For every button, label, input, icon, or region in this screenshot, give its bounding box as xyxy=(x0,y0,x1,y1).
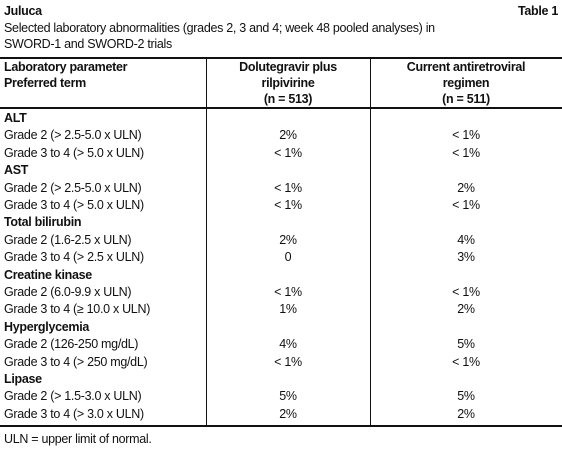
cell: 0 xyxy=(284,250,292,265)
cell: < 1% xyxy=(274,354,302,369)
cell: 2% xyxy=(457,302,475,317)
row-label: Grade 2 (> 2.5-5.0 x ULN) xyxy=(4,180,142,195)
cell: < 1% xyxy=(452,128,480,143)
column-header: regimen xyxy=(442,76,490,90)
row-label: Grade 2 (1.6-2.5 x ULN) xyxy=(4,232,132,247)
cell: 5% xyxy=(279,389,297,404)
section-name: Hyperglycemia xyxy=(4,319,90,334)
cell: < 1% xyxy=(274,198,302,212)
caption: SWORD-1 and SWORD-2 trials xyxy=(4,37,172,51)
cell: 2% xyxy=(457,180,475,195)
column-header: Dolutegravir plus xyxy=(239,60,337,74)
rule xyxy=(0,107,562,109)
cell: 4% xyxy=(279,337,297,352)
doc-title: Juluca xyxy=(4,4,42,18)
cell: 2% xyxy=(279,232,297,247)
row-label: Grade 3 to 4 (> 250 mg/dL) xyxy=(4,354,148,369)
cell: < 1% xyxy=(452,354,480,369)
row-label: Grade 3 to 4 (> 5.0 x ULN) xyxy=(4,198,144,212)
column-header: (n = 513) xyxy=(263,92,313,106)
row-label: Grade 2 (> 1.5-3.0 x ULN) xyxy=(4,389,142,404)
cell: 5% xyxy=(457,389,475,404)
cell: < 1% xyxy=(274,180,302,195)
row-label: Grade 2 (126-250 mg/dL) xyxy=(4,337,139,352)
cell: < 1% xyxy=(274,285,302,299)
cell: 5% xyxy=(457,337,475,352)
rule xyxy=(0,425,562,427)
cell: 2% xyxy=(279,128,297,143)
section-name: Lipase xyxy=(4,372,42,386)
footnote: ULN = upper limit of normal. xyxy=(4,432,152,446)
cell: < 1% xyxy=(452,145,480,160)
section-name: AST xyxy=(4,163,29,178)
column-header: rilpivirine xyxy=(261,76,315,90)
cell: 2% xyxy=(279,406,297,421)
column-header: Preferred term xyxy=(4,76,86,90)
cell: < 1% xyxy=(452,285,480,299)
section-name: ALT xyxy=(4,111,27,125)
column-header: Current antiretroviral xyxy=(406,60,526,74)
row-label: Grade 2 (6.0-9.9 x ULN) xyxy=(4,285,132,299)
row-label: Grade 3 to 4 (> 5.0 x ULN) xyxy=(4,145,144,160)
column-header: Laboratory parameter xyxy=(4,60,128,74)
row-label: Grade 3 to 4 (≥ 10.0 x ULN) xyxy=(4,302,151,317)
table-label: Table 1 xyxy=(517,4,558,18)
cell: < 1% xyxy=(274,145,302,160)
section-name: Creatine kinase xyxy=(4,267,92,282)
caption: Selected laboratory abnormalities (grade… xyxy=(4,21,435,35)
column-divider xyxy=(370,58,371,426)
column-divider xyxy=(206,58,207,426)
cell: 1% xyxy=(279,302,297,317)
section-name: Total bilirubin xyxy=(4,215,82,230)
cell: < 1% xyxy=(452,198,480,212)
column-header: (n = 511) xyxy=(442,92,490,106)
cell: 4% xyxy=(457,232,475,247)
cell: 2% xyxy=(457,406,475,421)
cell: 3% xyxy=(457,250,475,265)
row-label: Grade 3 to 4 (> 2.5 x ULN) xyxy=(4,250,144,265)
rule xyxy=(0,57,562,59)
row-label: Grade 3 to 4 (> 3.0 x ULN) xyxy=(4,406,144,421)
row-label: Grade 2 (> 2.5-5.0 x ULN) xyxy=(4,128,142,143)
